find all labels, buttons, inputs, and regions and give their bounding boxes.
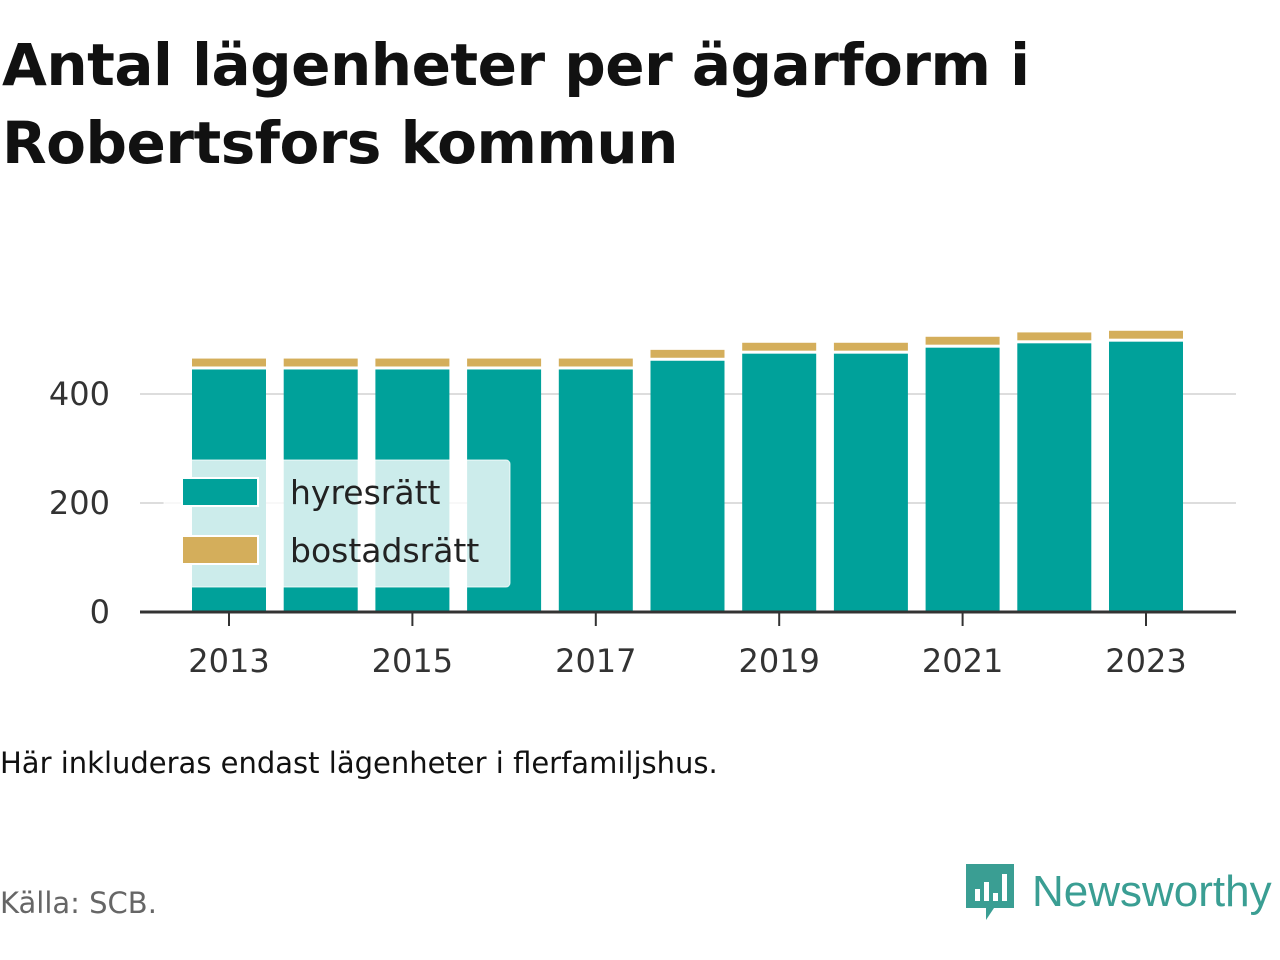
legend-swatch-hyresratt [181, 477, 259, 507]
bar-hyresratt-2020 [833, 353, 908, 612]
bar-bostadsratt-2021 [925, 336, 1000, 345]
x-axis-tick-labels: 2013 2015 2017 2019 2021 2023 [188, 612, 1187, 680]
y-tick-label-200: 200 [49, 484, 110, 522]
x-tick-label-2017: 2017 [555, 642, 636, 680]
y-tick-label-400: 400 [49, 375, 110, 413]
bar-bostadsratt-2014 [283, 358, 358, 367]
stacked-bar-chart: 0 200 400 2013 2015 2017 2019 2021 2023 hyresrä… [49, 330, 1236, 680]
bar-bostadsratt-2022 [1017, 332, 1092, 341]
bar-bostadsratt-2023 [1109, 330, 1183, 339]
y-axis-tick-labels: 0 200 400 [49, 375, 110, 631]
bar-bostadsratt-2016 [467, 358, 542, 367]
chart-note: Här inkluderas endast lägenheter i flerf… [0, 746, 718, 780]
source-credit: Källa: SCB. [0, 886, 157, 920]
brand-name: Newsworthy [1032, 867, 1272, 916]
bar-hyresratt-2019 [742, 353, 817, 612]
bar-hyresratt-2018 [650, 360, 725, 612]
x-tick-label-2019: 2019 [738, 642, 819, 680]
bar-hyresratt-2021 [925, 347, 1000, 612]
bar-bostadsratt-2018 [650, 349, 725, 358]
bar-bostadsratt-2015 [375, 358, 450, 367]
legend-label-bostadsratt: bostadsrätt [290, 531, 479, 570]
bar-hyresratt-2023 [1109, 341, 1183, 612]
bar-bostadsratt-2013 [192, 358, 266, 367]
x-tick-label-2015: 2015 [372, 642, 453, 680]
legend: hyresrätt bostadsrätt [163, 459, 511, 588]
x-tick-label-2021: 2021 [922, 642, 1003, 680]
chart-title: Antal lägenheter per ägarform i Robertsf… [2, 31, 1030, 177]
bar-hyresratt-2022 [1017, 343, 1092, 612]
bar-bostadsratt-2017 [558, 358, 633, 367]
x-tick-label-2013: 2013 [188, 642, 269, 680]
legend-label-hyresratt: hyresrätt [290, 473, 441, 512]
y-tick-label-0: 0 [90, 593, 110, 631]
legend-swatch-bostadsratt [181, 535, 259, 565]
bar-bostadsratt-2019 [742, 342, 817, 351]
bar-hyresratt-2017 [558, 369, 633, 612]
newsworthy-brand[interactable]: Newsworthy [964, 862, 1272, 922]
bar-bostadsratt-2020 [833, 342, 908, 351]
newsworthy-logo-icon [966, 864, 1014, 920]
x-tick-label-2023: 2023 [1105, 642, 1186, 680]
